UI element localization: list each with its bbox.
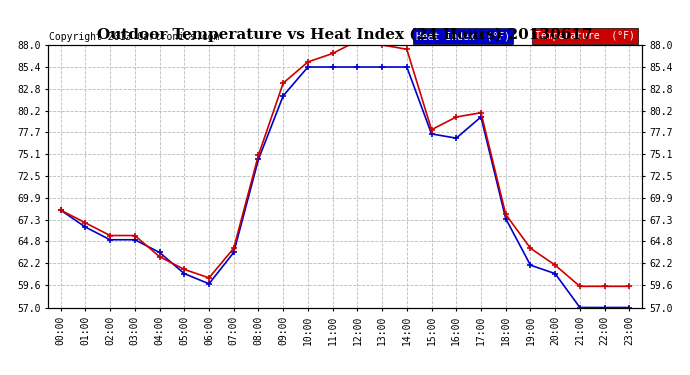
Text: Temperature  (°F): Temperature (°F): [535, 31, 635, 41]
Text: Heat Index  (°F): Heat Index (°F): [416, 31, 510, 41]
Text: Copyright 2013 Cartronics.com: Copyright 2013 Cartronics.com: [50, 32, 220, 42]
Title: Outdoor Temperature vs Heat Index (24 Hours) 20130617: Outdoor Temperature vs Heat Index (24 Ho…: [97, 28, 593, 42]
